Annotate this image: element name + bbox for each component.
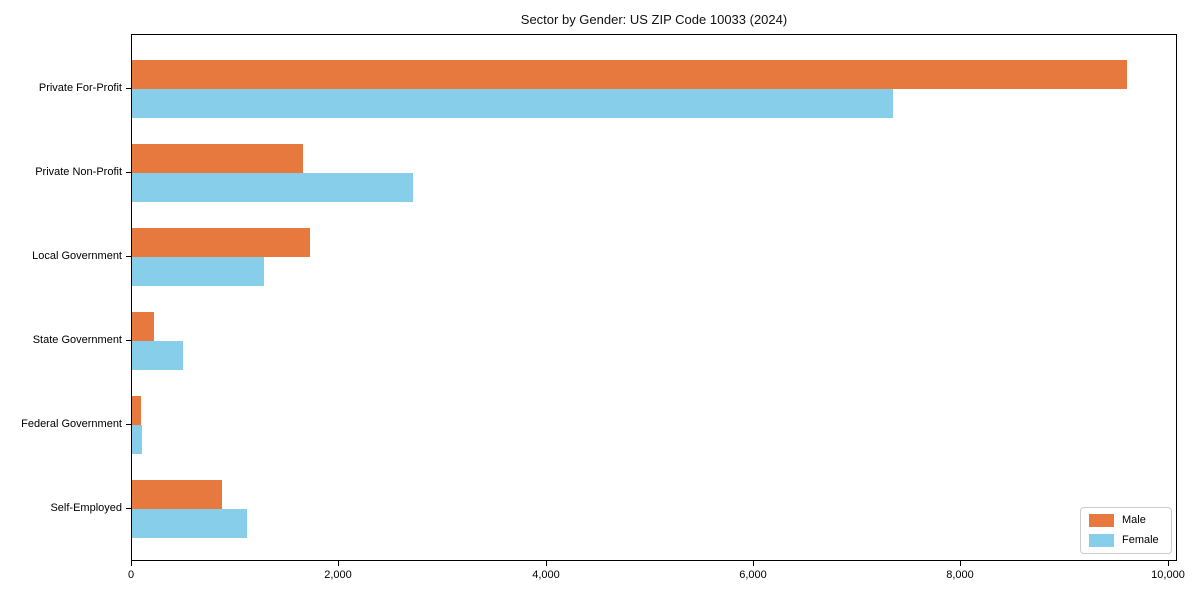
bar-female-private-non-profit	[132, 173, 413, 202]
y-tick-label-private-for-profit: Private For-Profit	[38, 82, 122, 94]
plot-area	[131, 34, 1177, 561]
x-tick-label-0: 0	[127, 569, 135, 581]
bar-male-local-government	[132, 228, 310, 257]
bar-female-self-employed	[132, 509, 247, 538]
legend-label-male: Male	[1122, 514, 1146, 526]
x-tick-label-4000: 4,000	[532, 569, 560, 581]
bar-female-private-for-profit	[132, 89, 893, 118]
x-tick-label-6000: 6,000	[739, 569, 767, 581]
chart-title: Sector by Gender: US ZIP Code 10033 (202…	[520, 12, 788, 27]
y-tick-label-self-employed: Self-Employed	[50, 502, 122, 514]
x-tick-mark	[753, 561, 754, 566]
x-tick-label-10000: 10,000	[1151, 569, 1185, 581]
legend-label-female: Female	[1122, 534, 1159, 546]
x-tick-mark	[131, 561, 132, 566]
y-tick-label-state-government: State Government	[32, 334, 122, 346]
x-tick-mark	[960, 561, 961, 566]
y-tick-label-federal-government: Federal Government	[21, 418, 122, 430]
legend-swatch-male	[1089, 514, 1114, 527]
x-tick-mark	[546, 561, 547, 566]
y-tick-mark	[126, 256, 131, 257]
y-tick-mark	[126, 340, 131, 341]
bar-male-state-government	[132, 312, 154, 341]
x-tick-mark	[1168, 561, 1169, 566]
bar-male-self-employed	[132, 480, 222, 509]
bar-male-private-non-profit	[132, 144, 303, 173]
y-tick-mark	[126, 508, 131, 509]
y-tick-mark	[126, 424, 131, 425]
x-tick-label-2000: 2,000	[324, 569, 352, 581]
legend-item-female: Female	[1089, 533, 1163, 548]
bar-male-federal-government	[132, 396, 141, 425]
x-tick-label-8000: 8,000	[946, 569, 974, 581]
bar-female-local-government	[132, 257, 264, 286]
bar-male-private-for-profit	[132, 60, 1127, 89]
legend-item-male: Male	[1089, 513, 1163, 528]
x-tick-mark	[338, 561, 339, 566]
legend-swatch-female	[1089, 534, 1114, 547]
bar-female-federal-government	[132, 425, 142, 454]
bar-female-state-government	[132, 341, 183, 370]
y-tick-label-private-non-profit: Private Non-Profit	[35, 166, 122, 178]
legend: Male Female	[1080, 507, 1172, 554]
y-tick-label-local-government: Local Government	[32, 250, 122, 262]
y-tick-mark	[126, 88, 131, 89]
y-tick-mark	[126, 172, 131, 173]
